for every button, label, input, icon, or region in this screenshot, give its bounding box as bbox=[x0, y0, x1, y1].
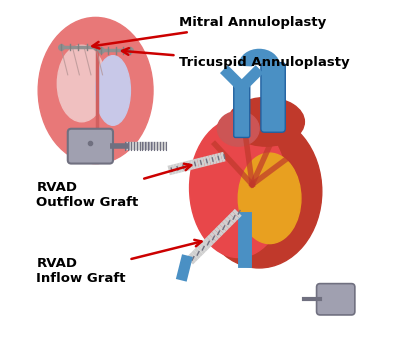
Text: Tricuspid Annuloplasty: Tricuspid Annuloplasty bbox=[122, 48, 350, 69]
FancyBboxPatch shape bbox=[316, 284, 355, 315]
FancyBboxPatch shape bbox=[234, 85, 250, 137]
Ellipse shape bbox=[218, 111, 259, 146]
Text: Mitral Annuloplasty: Mitral Annuloplasty bbox=[92, 16, 326, 48]
FancyBboxPatch shape bbox=[68, 129, 113, 164]
Text: RVAD
Outflow Graft: RVAD Outflow Graft bbox=[36, 164, 191, 209]
Ellipse shape bbox=[38, 17, 153, 164]
Ellipse shape bbox=[238, 153, 301, 244]
Ellipse shape bbox=[228, 97, 304, 146]
FancyBboxPatch shape bbox=[261, 63, 285, 132]
Ellipse shape bbox=[196, 115, 322, 268]
Ellipse shape bbox=[57, 45, 106, 122]
Text: RVAD
Inflow Graft: RVAD Inflow Graft bbox=[36, 240, 202, 285]
Ellipse shape bbox=[96, 56, 130, 125]
Ellipse shape bbox=[190, 118, 287, 258]
